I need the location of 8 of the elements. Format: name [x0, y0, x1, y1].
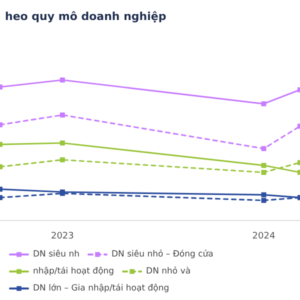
x-tick-label: 2023	[50, 232, 74, 242]
x-tick-label: 2024	[252, 232, 276, 242]
legend-label: DN siêu nhỏ – Đóng cửa	[111, 250, 214, 260]
legend-label: DN lớn – Gia nhập/tái hoạt động	[33, 284, 170, 294]
legend-label: nhập/tái hoạt động	[33, 266, 114, 276]
legend-label: DN siêu nh	[33, 250, 80, 260]
legend-label: DN nhỏ và	[146, 266, 191, 276]
chart-title: heo quy mô doanh nghiệp	[5, 10, 166, 23]
